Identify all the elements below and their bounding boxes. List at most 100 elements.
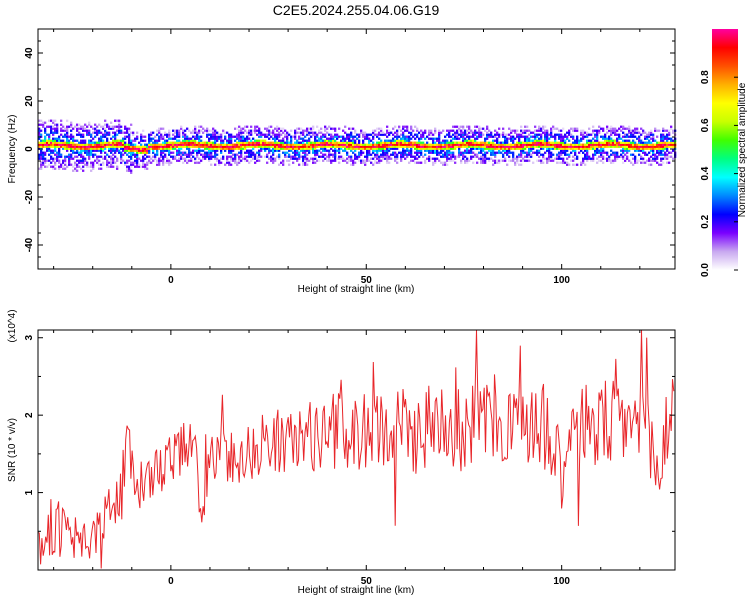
spectrogram-cell bbox=[202, 141, 205, 144]
spectrogram-cell bbox=[290, 135, 293, 138]
spectrogram-cell bbox=[650, 133, 653, 136]
spectrogram-cell bbox=[116, 157, 119, 160]
spectrogram-cell bbox=[40, 133, 43, 136]
spectrogram-cell bbox=[208, 149, 211, 152]
colorbar-ticks: 0.00.20.40.60.8 bbox=[700, 70, 738, 277]
spectrogram-cell bbox=[254, 155, 257, 158]
spectrogram-cell bbox=[672, 139, 675, 142]
spectrogram-cell bbox=[574, 145, 577, 148]
spectrogram-cell bbox=[536, 141, 539, 144]
spectrogram-cell bbox=[232, 143, 235, 146]
spectrogram-cell bbox=[538, 143, 541, 146]
spectrogram-cell bbox=[180, 153, 183, 156]
spectrogram-cell bbox=[342, 137, 345, 140]
spectrogram-cell bbox=[530, 147, 533, 150]
spectrogram-cell bbox=[154, 143, 157, 146]
spectrogram-cell bbox=[666, 137, 669, 140]
spectrogram-cell bbox=[628, 145, 631, 148]
spectrogram-cell bbox=[148, 137, 151, 140]
spectrogram-cell bbox=[76, 139, 79, 142]
spectrogram-cell bbox=[302, 145, 305, 148]
spectrogram-cell bbox=[214, 143, 217, 146]
spectrogram-cell bbox=[140, 147, 143, 150]
spectrogram-cell bbox=[160, 149, 163, 152]
spectrogram-cell bbox=[110, 151, 113, 154]
spectrogram-cell bbox=[392, 151, 395, 154]
spectrogram-cell bbox=[424, 149, 427, 152]
spectrogram-cell bbox=[666, 145, 669, 148]
spectrogram-cell bbox=[308, 131, 311, 134]
spectrogram-cell bbox=[620, 143, 623, 146]
spectrogram-cell bbox=[234, 161, 237, 164]
spectrogram-cell bbox=[96, 131, 99, 134]
spectrogram-cell bbox=[456, 141, 459, 144]
spectrogram-cell bbox=[542, 155, 545, 158]
spectrogram-cell bbox=[168, 141, 171, 144]
spectrogram-cell bbox=[412, 145, 415, 148]
spectrogram-cell bbox=[352, 159, 355, 162]
spectrogram-cell bbox=[156, 129, 159, 132]
spectrogram-cell bbox=[528, 139, 531, 142]
spectrogram-cell bbox=[288, 155, 291, 158]
spectrogram-cell bbox=[316, 125, 319, 128]
spectrogram-cell bbox=[610, 127, 613, 130]
spectrogram-cell bbox=[172, 143, 175, 146]
spectrogram-cell bbox=[156, 159, 159, 162]
spectrogram-cell bbox=[50, 119, 53, 122]
spectrogram-cell bbox=[104, 143, 107, 146]
y-tick-label: 40 bbox=[24, 47, 35, 59]
spectrogram-cell bbox=[596, 133, 599, 136]
spectrogram-cell bbox=[296, 143, 299, 146]
spectrogram-cell bbox=[436, 143, 439, 146]
spectrogram-cell bbox=[342, 157, 345, 160]
spectrogram-cell bbox=[140, 143, 143, 146]
spectrogram-cell bbox=[322, 159, 325, 162]
spectrogram-cell bbox=[650, 163, 653, 166]
spectrogram-cell bbox=[238, 133, 241, 136]
spectrogram-cell bbox=[270, 135, 273, 138]
spectrogram-cell bbox=[596, 131, 599, 134]
spectrogram-cell bbox=[670, 137, 673, 140]
spectrogram-cell bbox=[258, 159, 261, 162]
spectrogram-cell bbox=[468, 131, 471, 134]
spectrogram-cell bbox=[242, 137, 245, 140]
spectrogram-cell bbox=[440, 155, 443, 158]
spectrogram-cell bbox=[256, 129, 259, 132]
spectrogram-cell bbox=[638, 143, 641, 146]
spectrogram-cell bbox=[158, 159, 161, 162]
spectrogram-cell bbox=[124, 145, 127, 148]
spectrogram-cell bbox=[658, 149, 661, 152]
spectrogram-cell bbox=[212, 137, 215, 140]
spectrogram-cell bbox=[304, 129, 307, 132]
spectrogram-cell bbox=[568, 131, 571, 134]
spectrogram-cell bbox=[254, 141, 257, 144]
spectrogram-cell bbox=[284, 133, 287, 136]
spectrogram-cell bbox=[662, 147, 665, 150]
spectrogram-cell bbox=[584, 155, 587, 158]
spectrogram-cell bbox=[650, 147, 653, 150]
spectrogram-cell bbox=[332, 145, 335, 148]
spectrogram-cell bbox=[108, 161, 111, 164]
spectrogram-cell bbox=[420, 147, 423, 150]
spectrogram-cell bbox=[640, 127, 643, 130]
spectrogram-cell bbox=[540, 161, 543, 164]
spectrogram-cell bbox=[494, 151, 497, 154]
spectrogram-cell bbox=[622, 131, 625, 134]
spectrogram-cell bbox=[476, 153, 479, 156]
spectrogram-cell bbox=[88, 157, 91, 160]
spectrogram-cell bbox=[416, 135, 419, 138]
spectrogram-cell bbox=[538, 137, 541, 140]
spectrogram-cell bbox=[624, 149, 627, 152]
spectrogram-cell bbox=[362, 141, 365, 144]
spectrogram-cell bbox=[492, 163, 495, 166]
spectrogram-cell bbox=[392, 141, 395, 144]
spectrogram-cell bbox=[152, 149, 155, 152]
spectrogram-cell bbox=[470, 131, 473, 134]
spectrogram-cell bbox=[410, 131, 413, 134]
spectrogram-cell bbox=[56, 139, 59, 142]
spectrogram-cell bbox=[494, 155, 497, 158]
spectrogram-cell bbox=[480, 149, 483, 152]
spectrogram-cell bbox=[504, 137, 507, 140]
spectrogram-cell bbox=[432, 151, 435, 154]
spectrogram-cell bbox=[354, 153, 357, 156]
